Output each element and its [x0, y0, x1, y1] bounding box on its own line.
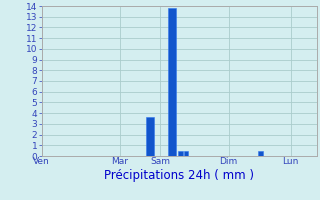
- Bar: [147, 117, 154, 156]
- Bar: [258, 151, 263, 156]
- Bar: [178, 151, 183, 156]
- X-axis label: Précipitations 24h ( mm ): Précipitations 24h ( mm ): [104, 169, 254, 182]
- Bar: [168, 8, 176, 156]
- Bar: [184, 151, 188, 156]
